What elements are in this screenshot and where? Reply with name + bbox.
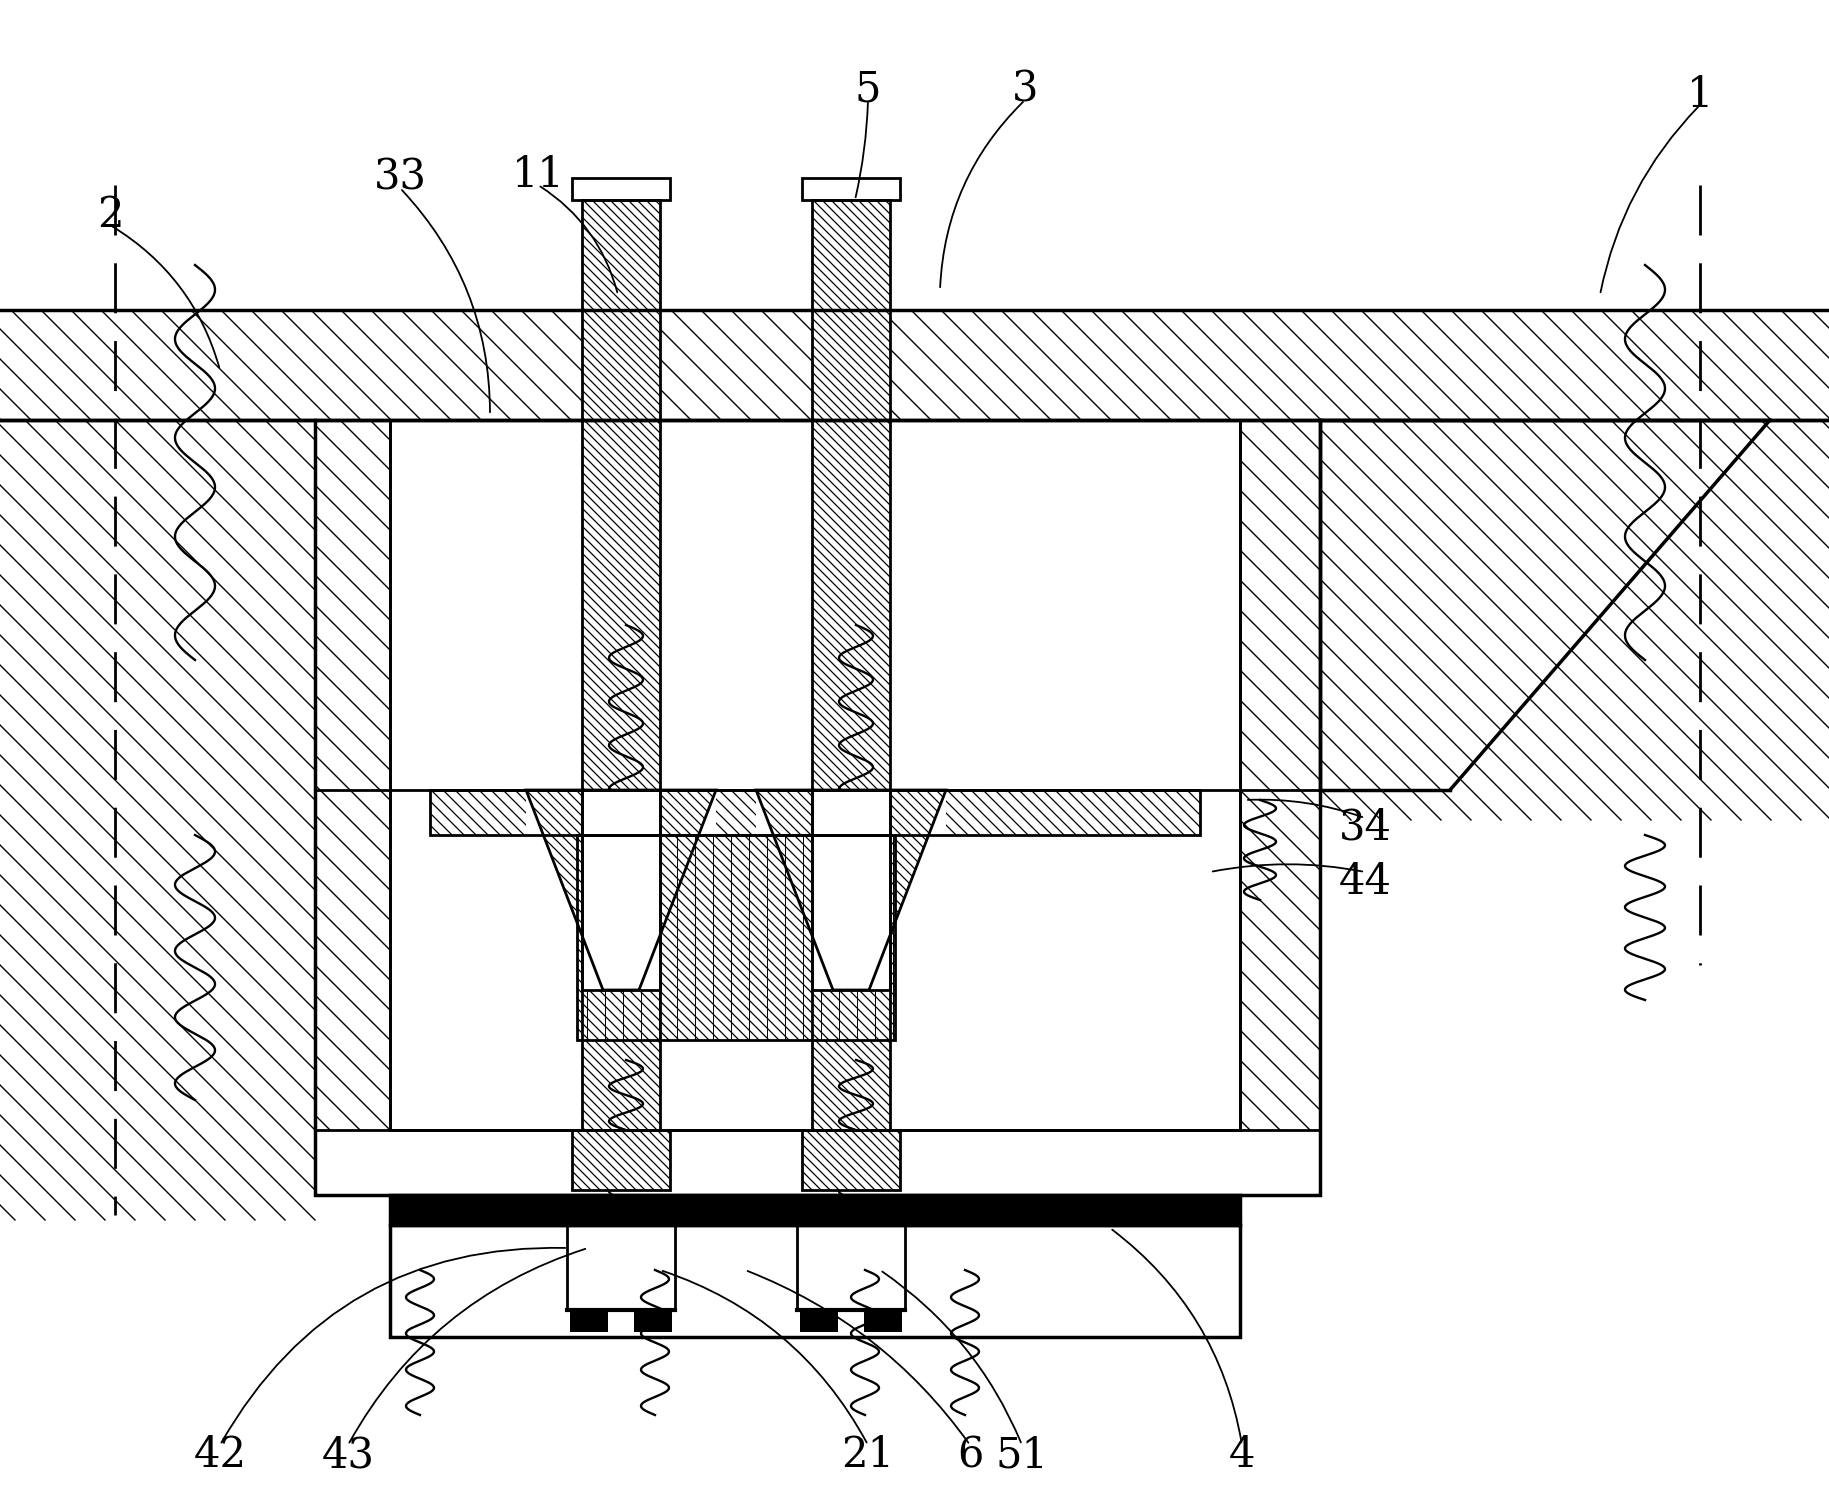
Bar bbox=[390, 420, 1240, 1130]
Bar bbox=[812, 791, 891, 1130]
Bar bbox=[635, 1310, 671, 1332]
Bar bbox=[582, 791, 660, 990]
Bar bbox=[390, 1195, 1240, 1225]
PathPatch shape bbox=[755, 791, 946, 990]
Text: 6: 6 bbox=[957, 1434, 984, 1476]
Bar bbox=[572, 178, 669, 201]
Bar bbox=[315, 420, 1321, 1195]
Bar bbox=[527, 791, 715, 990]
Bar bbox=[1240, 420, 1321, 1130]
Text: 4: 4 bbox=[1229, 1434, 1255, 1476]
Bar bbox=[572, 1130, 669, 1191]
Bar bbox=[571, 1310, 607, 1332]
Bar bbox=[315, 420, 390, 1130]
Text: 5: 5 bbox=[854, 69, 882, 112]
Bar bbox=[812, 201, 891, 309]
Text: 44: 44 bbox=[1339, 862, 1392, 902]
Bar bbox=[812, 309, 891, 420]
Bar bbox=[582, 201, 660, 309]
Text: 21: 21 bbox=[841, 1434, 894, 1476]
Bar bbox=[582, 420, 660, 791]
Bar bbox=[430, 791, 1200, 834]
PathPatch shape bbox=[527, 791, 715, 990]
Text: 34: 34 bbox=[1339, 807, 1392, 850]
Text: 1: 1 bbox=[1686, 74, 1714, 116]
Bar bbox=[576, 834, 894, 1040]
Bar bbox=[582, 791, 660, 1130]
Bar bbox=[390, 1225, 1240, 1337]
Bar bbox=[755, 791, 946, 990]
Bar bbox=[812, 420, 891, 791]
Text: 43: 43 bbox=[322, 1434, 375, 1476]
Bar bbox=[430, 791, 1200, 834]
Bar bbox=[582, 309, 660, 420]
Bar bbox=[812, 201, 891, 309]
Bar bbox=[582, 420, 660, 791]
Bar bbox=[797, 1225, 905, 1310]
Bar bbox=[801, 1130, 900, 1191]
Bar bbox=[812, 791, 891, 1130]
Text: 3: 3 bbox=[1011, 69, 1039, 112]
Bar bbox=[582, 309, 660, 420]
Bar bbox=[567, 1225, 675, 1310]
Bar bbox=[315, 420, 1321, 1195]
Text: 33: 33 bbox=[373, 157, 426, 199]
Text: 42: 42 bbox=[194, 1434, 247, 1476]
Bar bbox=[799, 1310, 838, 1332]
Bar bbox=[812, 791, 891, 990]
Text: 51: 51 bbox=[995, 1434, 1048, 1476]
Bar bbox=[576, 834, 894, 1040]
Bar bbox=[0, 309, 1829, 420]
Bar bbox=[801, 1130, 900, 1191]
Text: 2: 2 bbox=[97, 195, 123, 235]
Text: 11: 11 bbox=[512, 154, 565, 196]
Bar bbox=[572, 1130, 669, 1191]
Bar bbox=[582, 201, 660, 309]
Bar bbox=[863, 1310, 902, 1332]
Bar bbox=[582, 791, 660, 1130]
Bar bbox=[812, 420, 891, 791]
Bar bbox=[812, 309, 891, 420]
Bar bbox=[801, 178, 900, 201]
